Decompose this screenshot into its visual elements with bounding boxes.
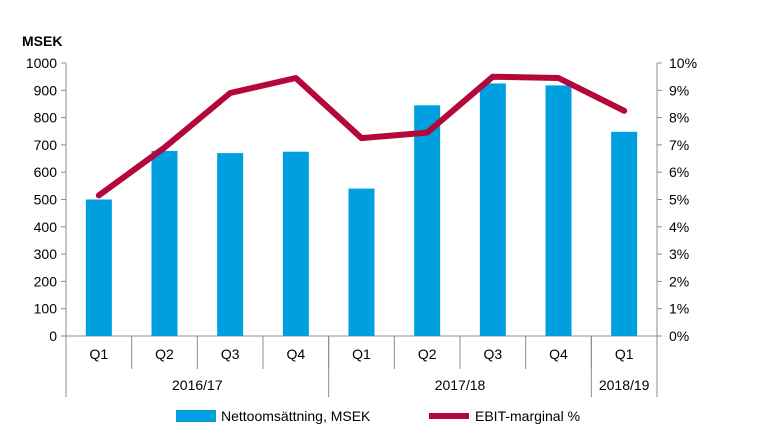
legend-swatch-bar: [176, 410, 216, 422]
tick-labels: 0 100 200 300 400 500 600 700 800 900 1000 0% 1% 2% 3%…: [26, 55, 697, 393]
left-tick-label: 200: [34, 273, 58, 289]
right-tick-label: 0%: [669, 328, 689, 344]
bar: [282, 151, 309, 336]
category-label: Q3: [221, 346, 240, 362]
right-tick-label: 7%: [669, 137, 689, 153]
category-label: Q4: [286, 346, 305, 362]
left-tick-label: 0: [49, 328, 57, 344]
category-label: Q1: [615, 346, 634, 362]
bar: [348, 188, 375, 336]
group-label: 2018/19: [599, 377, 650, 393]
bar: [479, 83, 506, 336]
group-label: 2017/18: [435, 377, 486, 393]
right-tick-label: 3%: [669, 246, 689, 262]
right-tick-label: 2%: [669, 273, 689, 289]
right-tick-label: 5%: [669, 192, 689, 208]
left-tick-label: 700: [34, 137, 58, 153]
left-axis-unit-label: MSEK: [22, 33, 62, 49]
right-tick-label: 8%: [669, 110, 689, 126]
category-label: Q3: [483, 346, 502, 362]
left-tick-label: 900: [34, 82, 58, 98]
bar: [151, 150, 178, 336]
left-tick-label: 100: [34, 301, 58, 317]
category-label: Q2: [155, 346, 174, 362]
group-label: 2016/17: [172, 377, 223, 393]
right-tick-label: 10%: [669, 55, 697, 71]
left-tick-label: 800: [34, 110, 58, 126]
legend-label-bar: Nettoomsättning, MSEK: [221, 408, 371, 424]
right-tick-label: 9%: [669, 82, 689, 98]
bar: [611, 131, 638, 336]
left-tick-label: 600: [34, 164, 58, 180]
right-tick-label: 6%: [669, 164, 689, 180]
left-tick-label: 300: [34, 246, 58, 262]
ebit-margin-line: [95, 73, 628, 199]
category-label: Q4: [549, 346, 568, 362]
left-tick-label: 500: [34, 192, 58, 208]
left-tick-label: 400: [34, 219, 58, 235]
right-tick-label: 4%: [669, 219, 689, 235]
line-series: [95, 73, 628, 199]
bar: [414, 105, 441, 336]
right-tick-label: 1%: [669, 301, 689, 317]
left-tick-label: 1000: [26, 55, 57, 71]
category-label: Q1: [352, 346, 371, 362]
category-label: Q2: [418, 346, 437, 362]
category-label: Q1: [89, 346, 108, 362]
legend: Nettoomsättning, MSEK EBIT-marginal %: [176, 408, 580, 424]
legend-label-line: EBIT-marginal %: [475, 408, 580, 424]
bar: [545, 85, 572, 336]
bar: [85, 199, 112, 336]
bar: [217, 153, 244, 336]
bar-series: [85, 83, 638, 336]
